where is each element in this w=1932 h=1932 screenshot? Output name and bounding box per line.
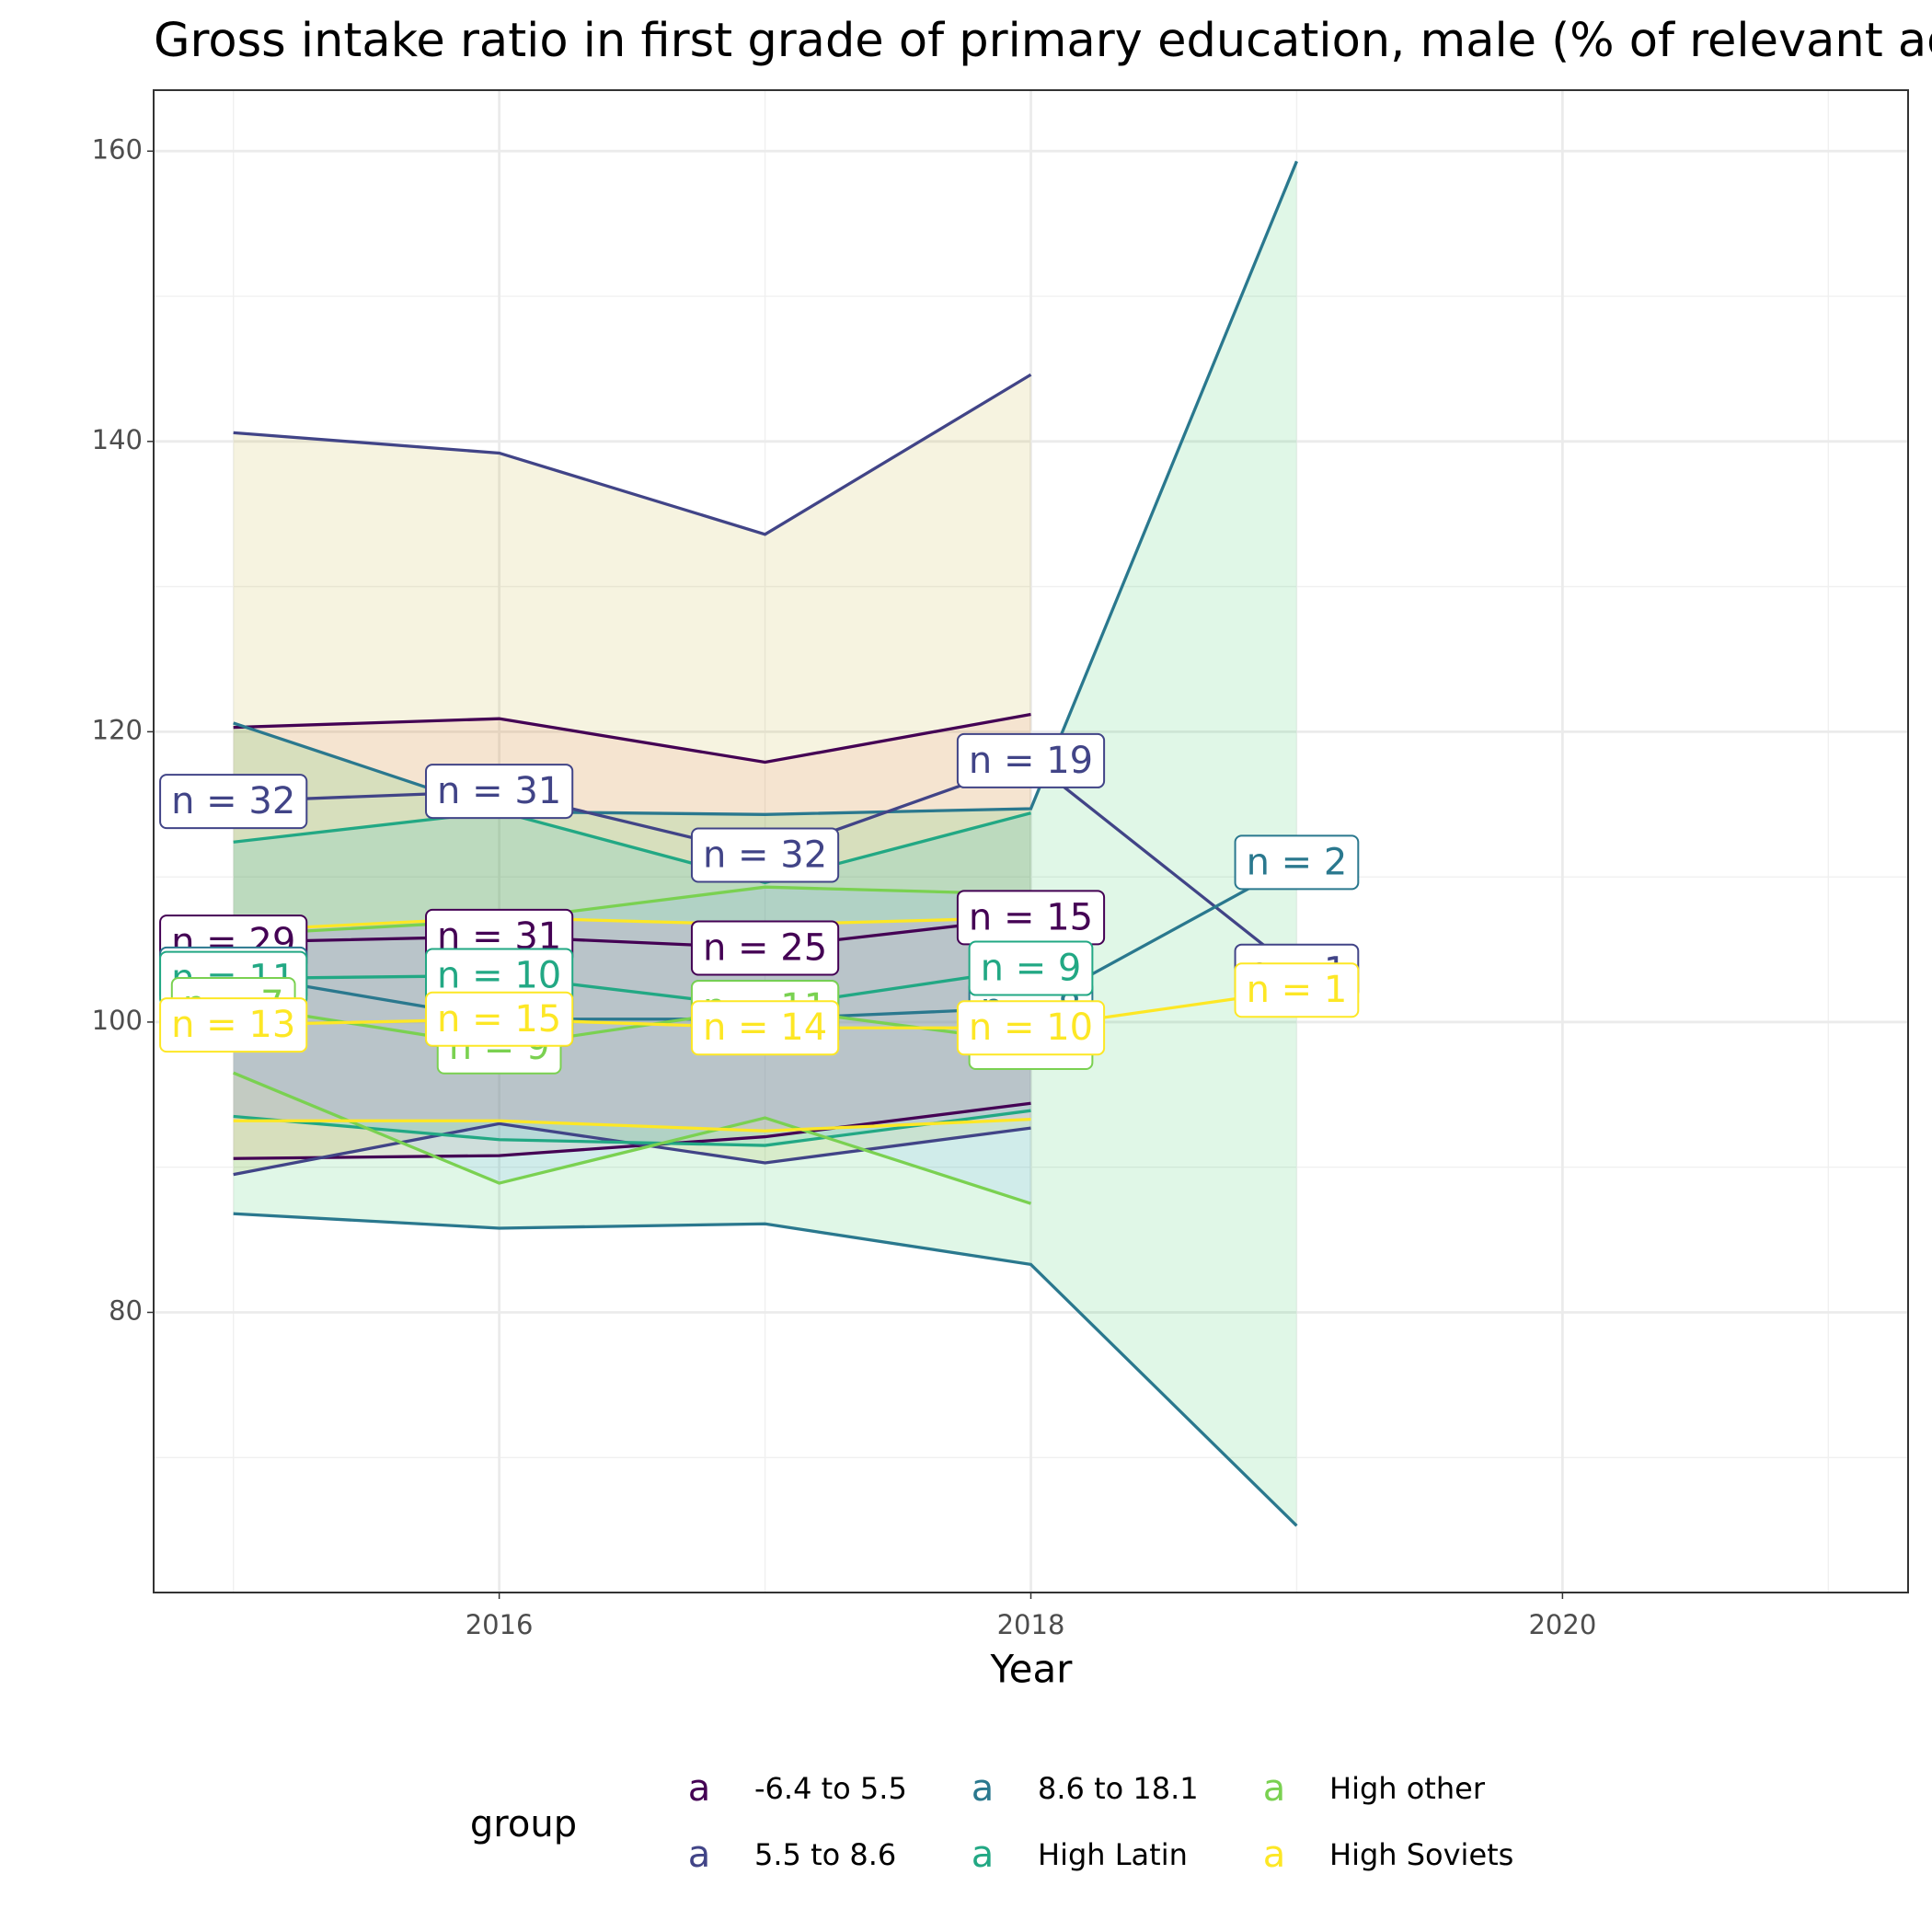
legend-label: 5.5 to 8.6 (754, 1837, 896, 1872)
legend-key: a (688, 1767, 711, 1810)
legend-key: a (972, 1834, 995, 1876)
legend-label: High Latin (1038, 1837, 1188, 1872)
data-label-box (968, 940, 1094, 996)
data-label: n = 15 (969, 896, 1093, 938)
y-tick-label: 140 (92, 424, 143, 455)
data-label: n = 13 (171, 1004, 295, 1046)
legend-label: 8.6 to 18.1 (1038, 1771, 1199, 1806)
data-label: n = 32 (171, 780, 295, 822)
data-label-box (690, 827, 840, 883)
y-tick-label: 160 (92, 133, 143, 165)
x-tick-label: 2016 (466, 1609, 534, 1640)
panel-border (153, 89, 1909, 1593)
median-line (233, 966, 1031, 1009)
data-label-box (1234, 962, 1360, 1018)
data-label: n = 9 (981, 948, 1082, 990)
legend-key: a (688, 1834, 711, 1876)
y-tick-label: 80 (109, 1294, 143, 1326)
legend-key: a (972, 1767, 995, 1810)
x-axis-title: Year (990, 1647, 1074, 1692)
upper-line (233, 373, 1032, 536)
data-label-box (956, 732, 1106, 788)
lower-line (233, 1071, 1032, 1205)
y-tick-label: 120 (92, 714, 143, 745)
x-tick-label: 2020 (1528, 1609, 1596, 1640)
chart-title: Gross intake ratio in first grade of pri… (154, 14, 1932, 68)
data-label: n = 14 (703, 1006, 827, 1049)
median-line (233, 915, 1031, 950)
data-label: n = 1 (1247, 969, 1348, 1011)
data-label: n = 32 (703, 834, 827, 876)
data-label-box (690, 920, 840, 976)
x-tick-label: 2018 (997, 1609, 1065, 1640)
lower-line (233, 1117, 1031, 1133)
upper-line (233, 810, 1031, 885)
data-label: n = 25 (703, 926, 827, 969)
data-label: n = 2 (1247, 841, 1348, 883)
lower-line (233, 1101, 1031, 1160)
legend-label: High Soviets (1329, 1837, 1513, 1872)
median-line (233, 1003, 1031, 1049)
lower-line (233, 1212, 1298, 1527)
data-label: n = 15 (437, 998, 561, 1041)
data-label-box (1234, 834, 1360, 891)
data-label-box (690, 1000, 840, 1056)
upper-line (233, 712, 1031, 765)
legend-key: a (1263, 1834, 1286, 1876)
data-label: n = 31 (437, 770, 561, 812)
legend-label: -6.4 to 5.5 (754, 1771, 907, 1806)
data-label-box (159, 997, 308, 1053)
upper-line (233, 915, 1031, 933)
upper-line (233, 160, 1298, 816)
data-label-box (425, 991, 574, 1047)
legend-key: a (1263, 1767, 1286, 1810)
data-label: n = 10 (969, 1006, 1093, 1049)
data-label-box (956, 1000, 1106, 1056)
legend-title: group (470, 1803, 577, 1846)
data-label: n = 19 (969, 740, 1093, 782)
ribbon (233, 811, 1031, 1146)
y-tick-label: 100 (92, 1005, 143, 1036)
data-label: n = 10 (437, 954, 561, 996)
data-label-box (425, 764, 574, 820)
upper-line (233, 885, 1031, 937)
data-label-box (159, 774, 308, 830)
legend-label: High other (1329, 1771, 1486, 1806)
